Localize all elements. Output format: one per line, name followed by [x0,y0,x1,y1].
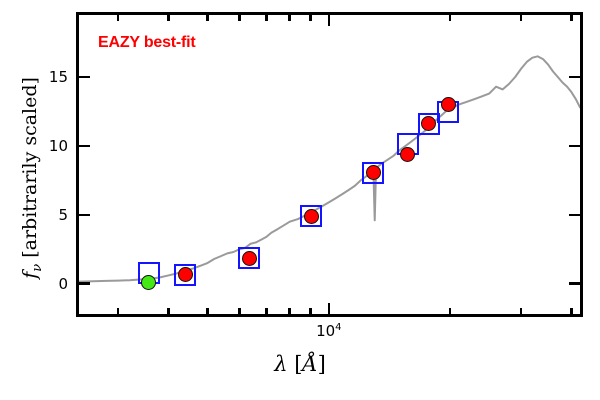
x-axis-symbol: λ [274,352,288,376]
plot-title: EAZY best-fit [98,34,196,51]
photometry-box [174,263,197,286]
y-tick-label: 5 [58,205,68,224]
x-tick-labels: 104 [0,322,600,346]
photometry-box [417,112,440,135]
x-tick-label: 104 [316,322,342,340]
y-tick-labels: 0 5 10 15 [0,0,76,400]
photometry-point [421,116,437,132]
photometry-point [141,275,156,291]
x-axis-units: [Å] [294,352,326,376]
data-markers [79,15,580,314]
photometry-point [365,165,381,181]
photometry-point [177,267,193,283]
x-axis-title: λ [Å] [0,352,600,376]
photometry-point [400,146,416,162]
y-tick-label: 10 [48,136,68,155]
photometry-point [440,97,456,113]
y-tick-label: 0 [58,274,68,293]
photometry-box [300,205,323,228]
photometry-point [241,250,257,266]
photometry-box [238,247,261,270]
photometry-point [303,208,319,224]
plot-area [76,12,583,317]
y-tick-label: 15 [48,68,68,86]
photometry-box [362,161,385,184]
